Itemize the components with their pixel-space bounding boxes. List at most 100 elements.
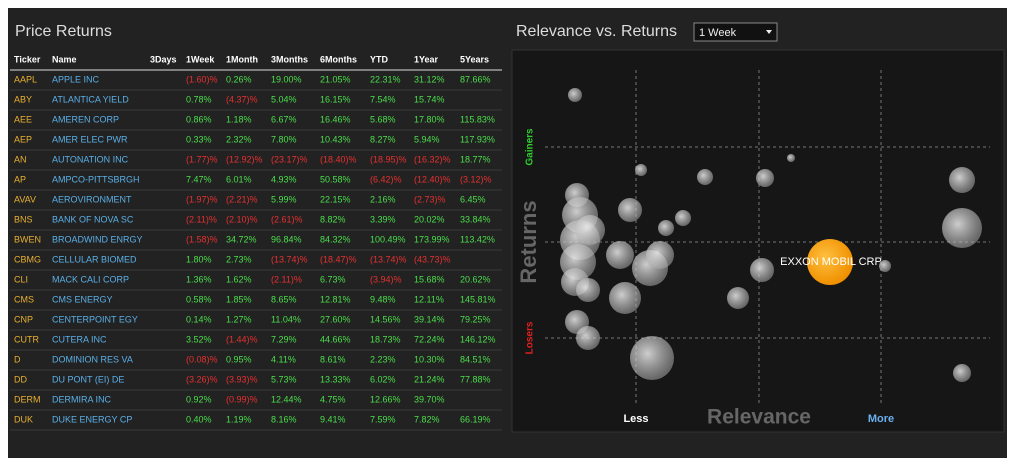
return-value: 39.70% <box>414 394 445 404</box>
return-value: (13.74)% <box>271 254 308 264</box>
bubble[interactable] <box>609 282 641 314</box>
bubble[interactable] <box>606 241 634 269</box>
bubble[interactable] <box>675 210 691 226</box>
return-value: 33.84% <box>460 214 491 224</box>
return-value: 17.80% <box>414 114 445 124</box>
return-value: (2.61)% <box>271 214 303 224</box>
bubble[interactable] <box>879 260 891 272</box>
bubble[interactable] <box>646 241 674 269</box>
return-value: (2.11)% <box>186 214 217 224</box>
ticker: CNP <box>14 314 33 324</box>
column-header: Ticker <box>14 54 41 64</box>
bubble[interactable] <box>756 169 774 187</box>
return-value: 12.44% <box>271 394 302 404</box>
return-value: 96.84% <box>271 234 302 244</box>
return-value: 79.25% <box>460 314 491 324</box>
return-value: (2.11)% <box>271 274 302 284</box>
return-value: 7.47% <box>186 174 212 184</box>
company-name: CENTERPOINT EGY <box>52 314 138 324</box>
bubble[interactable] <box>697 169 713 185</box>
return-value: 8.16% <box>271 414 297 424</box>
x-label: Less <box>623 413 648 425</box>
return-value: 7.54% <box>370 94 396 104</box>
bubble[interactable] <box>949 167 975 193</box>
ticker: CMS <box>14 294 34 304</box>
return-value: 87.66% <box>460 74 491 84</box>
return-value: 4.93% <box>271 174 297 184</box>
table: Ticker Name 3Days 1Week 1Month 3Months 6Months… <box>10 54 502 431</box>
bubble[interactable] <box>576 278 600 302</box>
column-header: 3Days <box>150 54 177 64</box>
return-value: 19.00% <box>271 74 302 84</box>
y-axis-title: Returns <box>516 200 541 283</box>
return-value: 0.14% <box>186 314 212 324</box>
return-value: 10.43% <box>320 134 351 144</box>
bubble[interactable] <box>953 364 971 382</box>
return-value: (6.42)% <box>370 174 402 184</box>
return-value: 84.32% <box>320 234 351 244</box>
return-value: (18.40)% <box>320 154 357 164</box>
company-name: AMER ELEC PWR <box>52 134 128 144</box>
return-value: 2.32% <box>226 134 252 144</box>
highlight-bubble[interactable] <box>807 239 853 285</box>
ticker: CBMG <box>14 254 41 264</box>
return-value: (16.32)% <box>414 154 451 164</box>
return-value: 21.05% <box>320 74 351 84</box>
ticker: CUTR <box>14 334 39 344</box>
company-name: DOMINION RES VA <box>52 354 133 364</box>
return-value: (4.37)% <box>226 94 258 104</box>
return-value: 66.19% <box>460 414 491 424</box>
return-value: 145.81% <box>460 294 496 304</box>
return-value: (1.44)% <box>226 334 258 344</box>
bubble[interactable] <box>635 164 647 176</box>
return-value: 50.58% <box>320 174 351 184</box>
company-name: DU PONT (EI) DE <box>52 374 124 384</box>
return-value: 0.95% <box>226 354 252 364</box>
return-value: 20.02% <box>414 214 445 224</box>
return-value: 5.94% <box>414 134 440 144</box>
return-value: 7.80% <box>271 134 297 144</box>
return-value: (1.60)% <box>186 74 218 84</box>
return-value: 7.82% <box>414 414 440 424</box>
ticker: DD <box>14 374 27 384</box>
return-value: 22.31% <box>370 74 401 84</box>
return-value: 12.81% <box>320 294 351 304</box>
ticker: AN <box>14 154 27 164</box>
return-value: 84.51% <box>460 354 491 364</box>
return-value: (3.26)% <box>186 374 218 384</box>
bubble[interactable] <box>787 154 795 162</box>
bubble[interactable] <box>727 287 749 309</box>
bubble[interactable] <box>568 88 582 102</box>
return-value: 5.04% <box>271 94 297 104</box>
column-header: 5Years <box>460 54 489 64</box>
company-name: AMPCO-PITTSBRGH <box>52 174 140 184</box>
dropdown[interactable] <box>693 22 778 42</box>
return-value: 2.16% <box>370 194 396 204</box>
return-value: 117.93% <box>460 134 495 144</box>
bubble[interactable] <box>750 258 774 282</box>
return-value: (3.94)% <box>370 274 402 284</box>
ticker: AP <box>14 174 26 184</box>
column-header: YTD <box>370 54 389 64</box>
column-header: 1Month <box>226 54 258 64</box>
bubble[interactable] <box>630 336 674 380</box>
company-name: ATLANTICA YIELD <box>52 94 129 104</box>
company-name: AMEREN CORP <box>52 114 119 124</box>
return-value: 12.11% <box>414 294 444 304</box>
return-value: (0.99)% <box>226 394 258 404</box>
bubble[interactable] <box>658 220 674 236</box>
return-value: 1.85% <box>226 294 252 304</box>
bubble[interactable] <box>576 326 600 350</box>
return-value: (1.58)% <box>186 234 218 244</box>
return-value: 18.77% <box>460 154 491 164</box>
return-value: 6.01% <box>226 174 252 184</box>
return-value: 0.58% <box>186 294 212 304</box>
return-value: 9.48% <box>370 294 396 304</box>
bubble[interactable] <box>942 208 982 248</box>
bubble[interactable] <box>618 198 642 222</box>
bubble[interactable] <box>575 215 605 245</box>
return-value: 6.02% <box>370 374 396 384</box>
return-value: (0.08)% <box>186 354 218 364</box>
